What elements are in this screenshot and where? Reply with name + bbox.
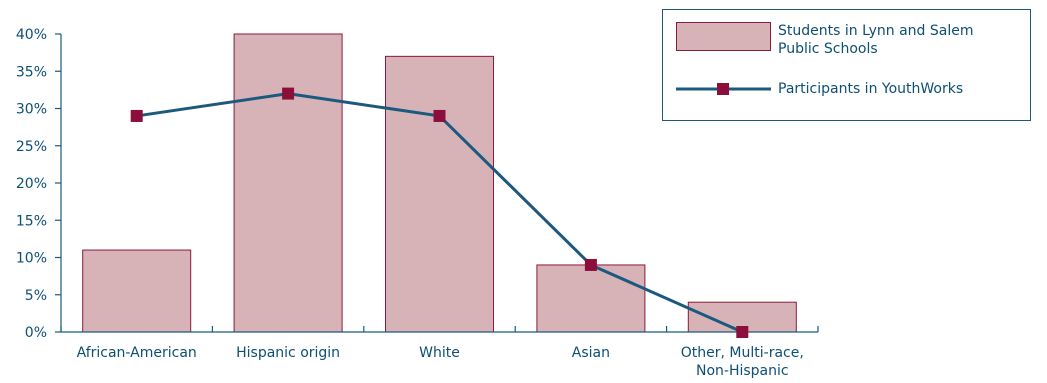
y-tick-label-3: 15% [16,213,47,229]
y-tick-label-5: 25% [16,139,47,155]
x-tick-label-2: White [419,345,460,361]
legend: Students in Lynn and Salem Public School… [662,9,1031,121]
y-tick-label-8: 40% [16,27,47,43]
legend-label-participants: Participants in YouthWorks [778,81,964,97]
marker-0 [130,109,143,122]
legend-label-students: Students in Lynn and Salem Public School… [778,22,1023,58]
bar-3 [536,264,646,333]
y-tick-label-4: 20% [16,176,47,192]
y-tick-label-7: 35% [16,64,47,80]
legend-label-students-line2: Public Schools [778,41,878,57]
marker-2 [433,109,446,122]
x-tick-label-0: African-American [77,345,197,361]
y-tick-label-6: 30% [16,102,47,118]
bar-2 [385,55,494,333]
marker-3 [584,258,597,271]
x-tick-label-1: Hispanic origin [236,345,340,361]
y-tick-label-1: 5% [25,288,47,304]
bars-group [82,33,797,333]
marker-4 [736,326,749,338]
marker-1 [282,87,295,100]
axes-group: 0% 5% 10% 15% 20% 25% 30% 35% 40% African-America… [16,27,819,379]
legend-swatch-line [676,83,771,95]
bar-1 [233,33,343,333]
bar-0 [82,249,192,333]
line-series-group [130,87,749,338]
legend-swatch-bar [676,22,771,51]
y-tick-label-0: 0% [25,325,47,341]
x-tick-label-3: Asian [572,345,610,361]
legend-label-students-line1: Students in Lynn and Salem [778,23,974,39]
x-tick-label-4: Other, Multi-race, Non-Hispanic [681,345,804,379]
y-tick-label-2: 10% [16,251,47,267]
